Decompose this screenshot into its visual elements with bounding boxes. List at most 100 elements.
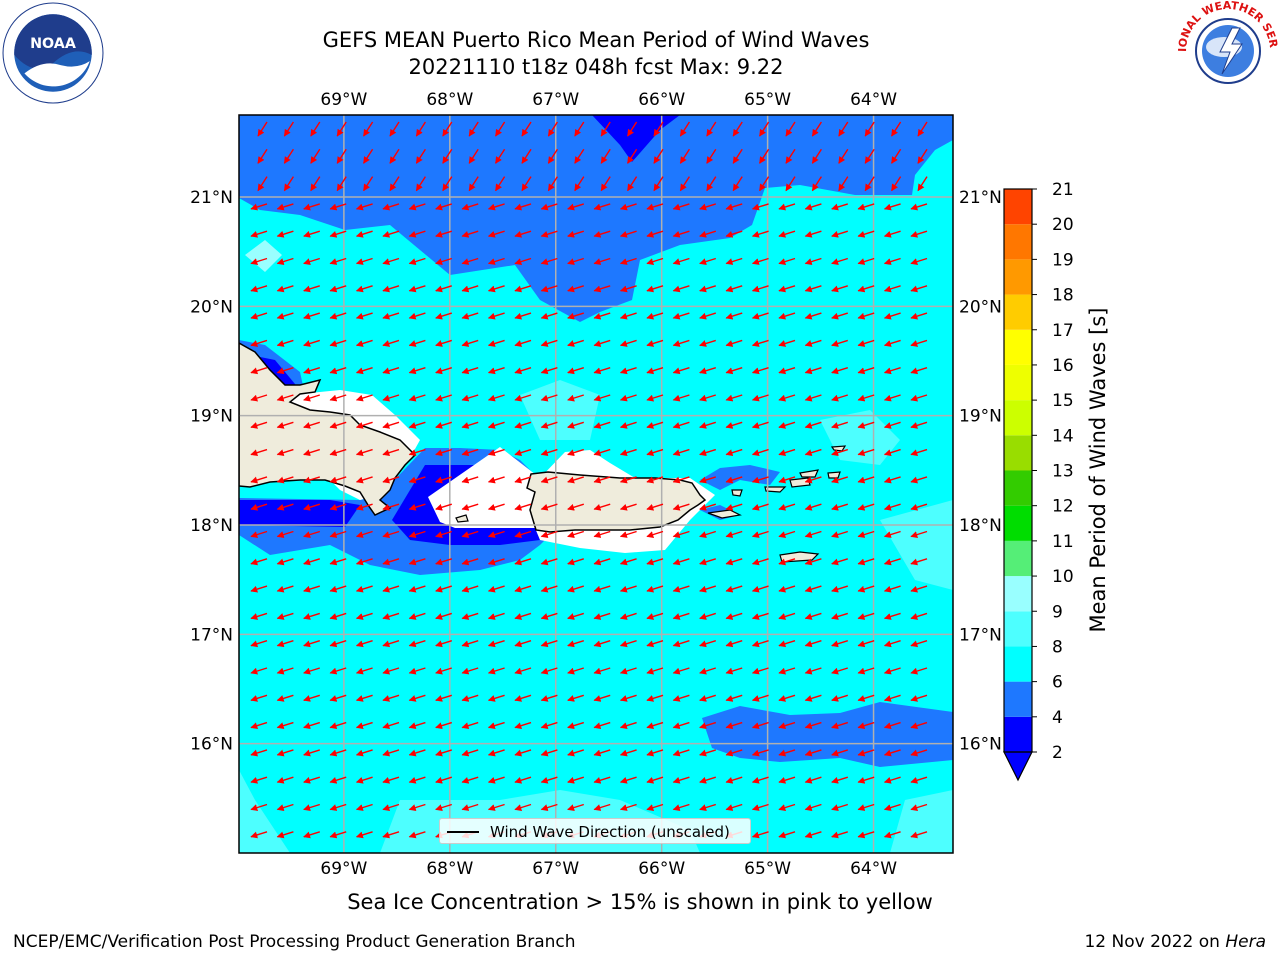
wave-direction-arrow [725, 203, 743, 211]
wave-direction-arrow [751, 339, 769, 347]
wave-direction-arrow [857, 203, 875, 211]
wave-direction-arrow [303, 394, 321, 402]
wave-direction-arrow [415, 176, 426, 192]
wave-direction-arrow [303, 530, 321, 538]
wave-direction-arrow [521, 121, 532, 137]
wave-direction-arrow [487, 612, 505, 620]
wave-direction-arrow [593, 394, 611, 402]
wave-direction-arrow [514, 694, 532, 702]
wave-direction-arrow [336, 121, 347, 137]
wave-direction-arrow [276, 503, 294, 511]
wave-direction-arrow [567, 339, 585, 347]
wave-direction-arrow [567, 667, 585, 675]
wave-direction-arrow [804, 230, 822, 238]
wave-direction-arrow [838, 121, 849, 137]
wave-direction-arrow [514, 558, 532, 566]
wave-direction-arrow [461, 285, 479, 293]
wave-direction-arrow [679, 176, 690, 192]
wave-direction-arrow [751, 803, 769, 811]
wave-direction-arrow [408, 203, 426, 211]
wave-direction-arrow [778, 585, 796, 593]
wave-direction-arrow [751, 640, 769, 648]
wave-direction-arrow [408, 667, 426, 675]
wave-direction-arrow [495, 148, 506, 164]
wave-direction-arrow [751, 721, 769, 730]
graticule [239, 115, 953, 853]
wave-direction-arrow [355, 776, 373, 784]
wave-direction-arrow [831, 749, 849, 757]
wave-direction-arrow [672, 285, 690, 293]
wave-direction-arrow [619, 312, 637, 320]
wave-direction-arrow [831, 367, 849, 375]
lon-label-top: 64°W [850, 90, 897, 110]
wave-direction-arrow [547, 121, 558, 137]
wave-direction-arrow [910, 285, 928, 293]
wave-direction-arrow [435, 694, 453, 702]
wave-direction-arrow [672, 749, 690, 757]
wave-direction-arrow [487, 476, 505, 484]
wave-direction-arrow [540, 803, 558, 811]
wave-direction-arrow [461, 421, 479, 429]
wave-direction-arrow [778, 476, 796, 484]
footer-date-text: 12 Nov 2022 on [1084, 932, 1226, 952]
colorbar-tick-label: 13 [1052, 462, 1074, 482]
wave-direction-arrow [732, 148, 743, 164]
wave-direction-arrow [804, 530, 822, 538]
footer-machine: Hera [1225, 932, 1266, 952]
lat-label-left: 19°N [190, 407, 233, 427]
wave-direction-arrow [778, 667, 796, 675]
wave-direction-arrow [382, 257, 400, 265]
wave-direction-arrow [857, 694, 875, 702]
wave-direction-arrow [567, 503, 585, 511]
wave-direction-arrow [805, 859, 821, 864]
wave-direction-arrow [883, 721, 901, 730]
wave-direction-arrow [257, 148, 268, 164]
lon-label-top: 69°W [320, 90, 367, 110]
colorbar-tick-label: 14 [1052, 426, 1074, 446]
wave-direction-arrow [699, 667, 717, 675]
wave-direction-arrow [461, 585, 479, 593]
wave-direction-arrow [831, 803, 849, 811]
wave-direction-arrow [672, 803, 690, 811]
wave-direction-arrow [567, 203, 585, 211]
wave-direction-arrow [355, 558, 373, 566]
wave-direction-arrow [442, 148, 453, 164]
wave-direction-arrow [521, 148, 532, 164]
wave-direction-arrow [838, 176, 849, 192]
wave-direction-arrow [408, 721, 426, 730]
wave-direction-arrow [646, 612, 664, 620]
wave-direction-arrow [250, 776, 268, 784]
wave-direction-arrow [408, 394, 426, 402]
wave-direction-arrow [910, 667, 928, 675]
wave-direction-arrow [883, 694, 901, 702]
wave-direction-arrow [567, 394, 585, 402]
wave-direction-arrow [804, 640, 822, 648]
wave-direction-arrow [883, 448, 901, 457]
colorbar-extend-triangle [1003, 751, 1033, 782]
wave-direction-arrow [831, 257, 849, 265]
wave-direction-arrow [435, 558, 453, 566]
wave-direction-arrow [619, 257, 637, 265]
wave-direction-arrow [831, 694, 849, 702]
wave-direction-arrow [804, 694, 822, 702]
wave-direction-arrow [831, 448, 849, 457]
wave-direction-arrow [725, 339, 743, 347]
wave-direction-arrow [276, 749, 294, 757]
wave-direction-arrow [408, 230, 426, 238]
anegada-island [830, 445, 847, 452]
virgin-island [799, 469, 819, 478]
wave-direction-arrow [435, 448, 453, 457]
wave-direction-arrow [276, 367, 294, 375]
wave-direction-arrow [468, 148, 479, 164]
wave-direction-arrow [329, 339, 347, 347]
wave-direction-arrow [883, 476, 901, 484]
wave-direction-arrow [461, 203, 479, 211]
wave-direction-arrow [699, 558, 717, 566]
wave-direction-arrow [461, 558, 479, 566]
wave-direction-arrow [310, 148, 321, 164]
wave-direction-arrow [910, 694, 928, 702]
colorbar-segment [1004, 611, 1032, 647]
wave-direction-arrow [778, 721, 796, 730]
colorbar-segment [1004, 329, 1032, 365]
wave-direction-arrow [250, 803, 268, 811]
